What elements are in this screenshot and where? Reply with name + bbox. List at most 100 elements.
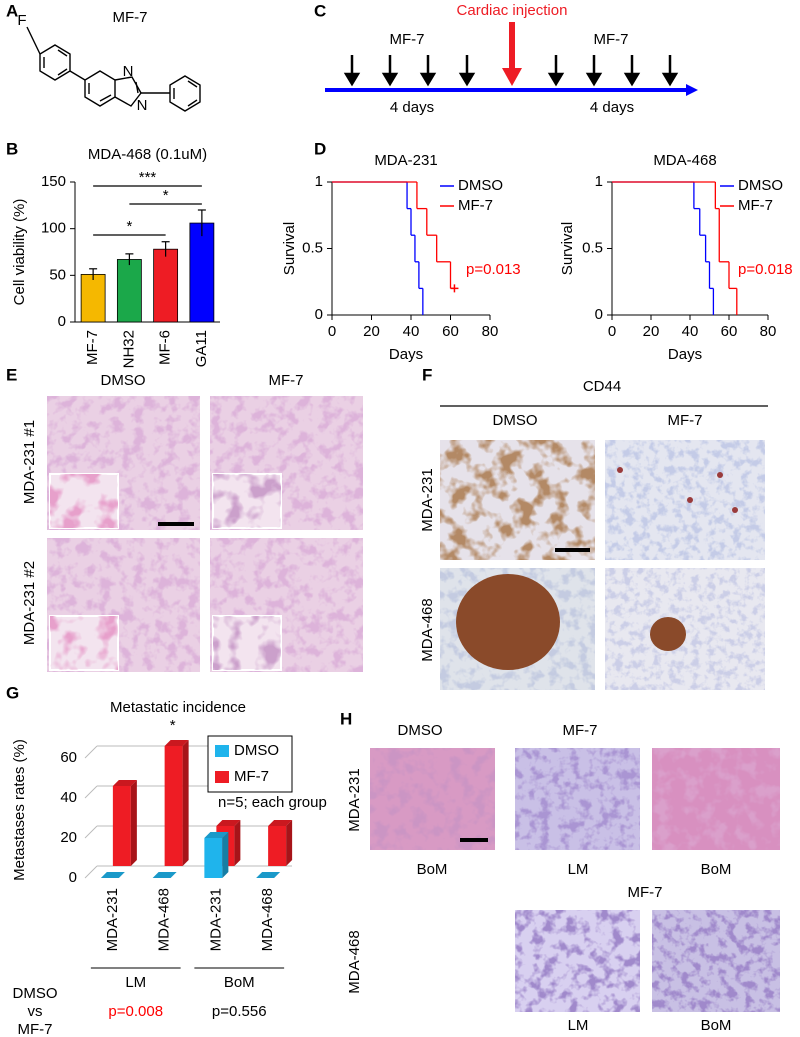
legend-label: DMSO bbox=[458, 177, 503, 194]
inset-texture bbox=[213, 616, 281, 670]
bar-front bbox=[204, 838, 223, 878]
comparison-label: DMSO bbox=[13, 985, 58, 1002]
legend-swatch bbox=[215, 771, 229, 783]
grid-line bbox=[84, 825, 98, 839]
panel-letter: A bbox=[6, 1, 18, 20]
atom-label: N bbox=[137, 97, 148, 114]
annotation: n=5; each group bbox=[218, 794, 327, 811]
atom-label: F bbox=[17, 12, 26, 29]
censor-mark bbox=[450, 284, 459, 293]
x-tick-label: MDA-468 bbox=[259, 888, 276, 951]
bar-front bbox=[164, 746, 183, 866]
inset-texture bbox=[50, 616, 118, 670]
column-header: MF-7 bbox=[668, 412, 703, 429]
bar-side bbox=[222, 832, 229, 878]
histology-image bbox=[515, 748, 640, 850]
chemical-structure bbox=[26, 26, 201, 112]
legend-label: MF-7 bbox=[234, 768, 269, 785]
column-header: DMSO bbox=[398, 722, 443, 739]
x-tick-label: 20 bbox=[643, 323, 660, 340]
histology-image bbox=[515, 910, 640, 1012]
legend-swatch bbox=[215, 745, 229, 757]
y-tick-label: 0 bbox=[69, 869, 77, 886]
panel-letter: H bbox=[340, 709, 352, 728]
histology-image bbox=[652, 748, 780, 850]
bar-front bbox=[268, 826, 287, 866]
y-tick-label: 20 bbox=[60, 829, 77, 846]
x-tick-label: MDA-231 bbox=[104, 888, 121, 951]
x-tick-label: MDA-231 bbox=[207, 888, 224, 951]
comparison-label: MF-7 bbox=[18, 1021, 53, 1037]
p-value: p=0.556 bbox=[212, 1003, 267, 1020]
y-axis-label: Cell viability (%) bbox=[11, 199, 28, 306]
x-axis-label: Days bbox=[389, 346, 423, 363]
y-tick-label: 100 bbox=[41, 220, 66, 237]
panel-letter: D bbox=[314, 139, 326, 158]
stained-tumor bbox=[456, 574, 560, 670]
x-tick-label: 0 bbox=[608, 323, 616, 340]
inset-texture bbox=[50, 474, 118, 528]
tissue-texture bbox=[515, 748, 640, 850]
drug-label: MF-7 bbox=[594, 31, 629, 48]
event-label: Cardiac injection bbox=[457, 2, 568, 19]
bar-side bbox=[286, 820, 293, 866]
x-tick-label: 80 bbox=[482, 323, 499, 340]
histology-image bbox=[370, 748, 495, 850]
row-label: MDA-468 bbox=[419, 598, 436, 661]
y-tick-label: 0 bbox=[58, 313, 66, 330]
significance-label: *** bbox=[139, 169, 157, 186]
x-tick-label: MF-7 bbox=[84, 330, 101, 365]
drug-label: MF-7 bbox=[390, 31, 425, 48]
significance-label: * bbox=[170, 717, 176, 734]
bar-side bbox=[182, 740, 189, 866]
legend-label: DMSO bbox=[738, 177, 783, 194]
y-tick-label: 1 bbox=[315, 173, 323, 190]
y-axis-label: Survival bbox=[559, 222, 576, 275]
row-label: MDA-231 bbox=[346, 768, 363, 831]
row-label: MDA-468 bbox=[346, 930, 363, 993]
tissue-texture bbox=[515, 910, 640, 1012]
y-tick-label: 150 bbox=[41, 173, 66, 190]
y-tick-label: 0.5 bbox=[302, 239, 323, 256]
x-tick-label: MF-6 bbox=[157, 330, 174, 365]
x-tick-label: 60 bbox=[442, 323, 459, 340]
x-axis-label: Days bbox=[668, 346, 702, 363]
chart-title: MDA-468 (0.1uM) bbox=[88, 146, 207, 163]
panel-letter: C bbox=[314, 1, 326, 20]
column-header: DMSO bbox=[493, 412, 538, 429]
panel-letter: F bbox=[422, 365, 432, 384]
legend-label: DMSO bbox=[234, 742, 279, 759]
column-header: DMSO bbox=[101, 372, 146, 389]
histology-image bbox=[605, 440, 765, 560]
image-caption: BoM bbox=[417, 861, 448, 878]
compound-name: MF-7 bbox=[113, 9, 148, 26]
bar bbox=[116, 259, 142, 323]
group-label: LM bbox=[125, 974, 146, 991]
grid-line bbox=[84, 745, 98, 759]
y-tick-label: 0 bbox=[595, 306, 603, 323]
marker-label: CD44 bbox=[583, 378, 621, 395]
tissue-texture bbox=[652, 748, 780, 850]
atom-label: N bbox=[123, 63, 134, 80]
column-header: MF-7 bbox=[563, 722, 598, 739]
inset-texture bbox=[213, 474, 281, 528]
tissue-texture bbox=[370, 748, 495, 850]
stained-tumor bbox=[650, 617, 686, 651]
x-tick-label: 0 bbox=[328, 323, 336, 340]
row-label: MDA-231 #1 bbox=[21, 420, 38, 504]
tissue-texture bbox=[605, 440, 765, 560]
x-tick-label: NH32 bbox=[120, 330, 137, 368]
image-caption: LM bbox=[568, 1017, 589, 1034]
image-caption: BoM bbox=[701, 861, 732, 878]
p-value: p=0.013 bbox=[466, 261, 521, 278]
x-tick-label: 40 bbox=[682, 323, 699, 340]
bar-top bbox=[100, 872, 125, 878]
y-tick-label: 50 bbox=[49, 266, 66, 283]
bar-front bbox=[112, 786, 131, 866]
stained-cell bbox=[687, 497, 693, 503]
column-header: MF-7 bbox=[628, 884, 663, 901]
bar-top bbox=[268, 820, 293, 826]
y-axis-label: Metastases rates (%) bbox=[11, 739, 28, 881]
y-tick-label: 40 bbox=[60, 789, 77, 806]
significance-label: * bbox=[126, 218, 132, 235]
